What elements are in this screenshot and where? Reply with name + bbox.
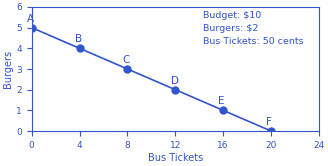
Text: A: A [27, 13, 34, 24]
Text: F: F [266, 117, 272, 127]
Text: Budget: $10
Burgers: $2
Bus Tickets: 50 cents: Budget: $10 Burgers: $2 Bus Tickets: 50 … [203, 11, 303, 46]
Text: B: B [75, 34, 82, 44]
Y-axis label: Burgers: Burgers [4, 50, 13, 88]
X-axis label: Bus Tickets: Bus Tickets [148, 153, 203, 163]
Point [125, 68, 130, 70]
Text: E: E [218, 96, 225, 106]
Point [77, 47, 82, 50]
Point [268, 130, 274, 132]
Point [29, 26, 34, 29]
Text: D: D [171, 76, 178, 85]
Point [220, 109, 226, 112]
Point [173, 88, 178, 91]
Text: C: C [123, 55, 130, 65]
